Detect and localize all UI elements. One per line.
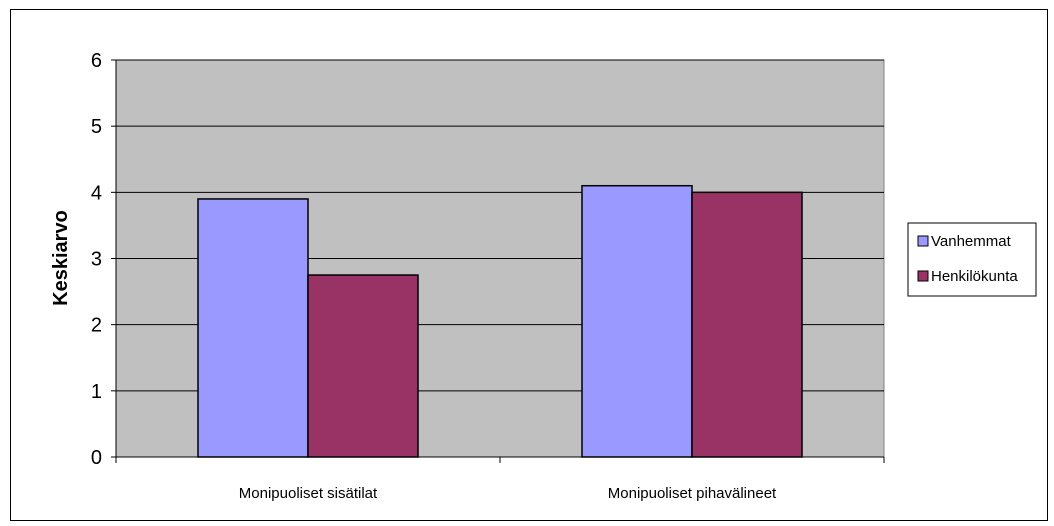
bar-vanhemmat-0 — [197, 198, 309, 458]
bars — [197, 184, 803, 458]
y-tick-label-5: 5 — [91, 116, 102, 138]
bar-henkilökunta-1 — [691, 191, 803, 458]
bar-henkilökunta-0 — [307, 274, 419, 458]
y-tick-label-0: 0 — [91, 447, 102, 469]
legend: Vanhemmat Henkilökunta — [907, 222, 1037, 297]
y-tick-label-3: 3 — [91, 249, 102, 271]
y-tick-label-6: 6 — [91, 50, 102, 72]
legend-swatch-0 — [917, 235, 929, 247]
axes — [111, 59, 885, 463]
category-label-0: Monipuoliset sisätilat — [239, 485, 378, 502]
bar-vanhemmat-1 — [581, 184, 693, 458]
legend-box — [907, 222, 1037, 297]
y-tick-label-2: 2 — [91, 315, 102, 337]
y-axis-title: Keskiarvo — [50, 210, 72, 306]
y-tick-label-1: 1 — [91, 381, 102, 403]
y-tick-labels: 0 1 2 3 4 5 6 — [91, 50, 102, 469]
legend-label-1: Henkilökunta — [931, 268, 1018, 285]
category-label-1: Monipuoliset pihavälineet — [608, 485, 777, 502]
legend-swatch-1 — [917, 270, 929, 282]
category-labels: Monipuoliset sisätilat Monipuoliset pihav… — [239, 485, 777, 502]
y-tick-label-4: 4 — [91, 182, 102, 204]
legend-label-0: Vanhemmat — [931, 233, 1012, 250]
